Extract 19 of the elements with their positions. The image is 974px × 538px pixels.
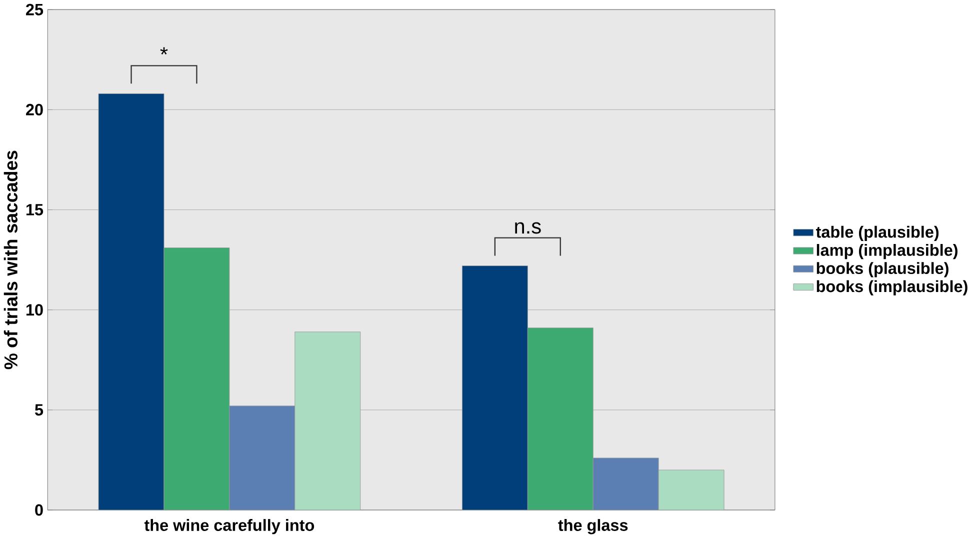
x-tick-label: the glass [558, 518, 628, 534]
bar [658, 470, 724, 510]
y-axis-title: % of trials with saccades [4, 150, 18, 370]
bar [592, 458, 659, 510]
y-tick-label: 15 [26, 204, 44, 216]
annotation: n.s [515, 222, 541, 234]
y-tick-label: 0 [35, 504, 43, 516]
legend-label: books (implausible) [816, 280, 968, 296]
bar [294, 332, 361, 510]
annotation: * [160, 47, 168, 54]
y-tick-label: 10 [26, 304, 43, 316]
bar [229, 406, 296, 510]
y-tick-label: 25 [26, 4, 44, 16]
y-tick-label: 5 [34, 404, 44, 416]
x-tick-label: the wine carefully into [144, 518, 314, 534]
legend-label: table (plausible) [816, 226, 939, 241]
legend-label: lamp (implausible) [816, 244, 958, 260]
legend-label: books (plausible) [816, 262, 948, 278]
y-tick-label: 20 [26, 104, 43, 116]
